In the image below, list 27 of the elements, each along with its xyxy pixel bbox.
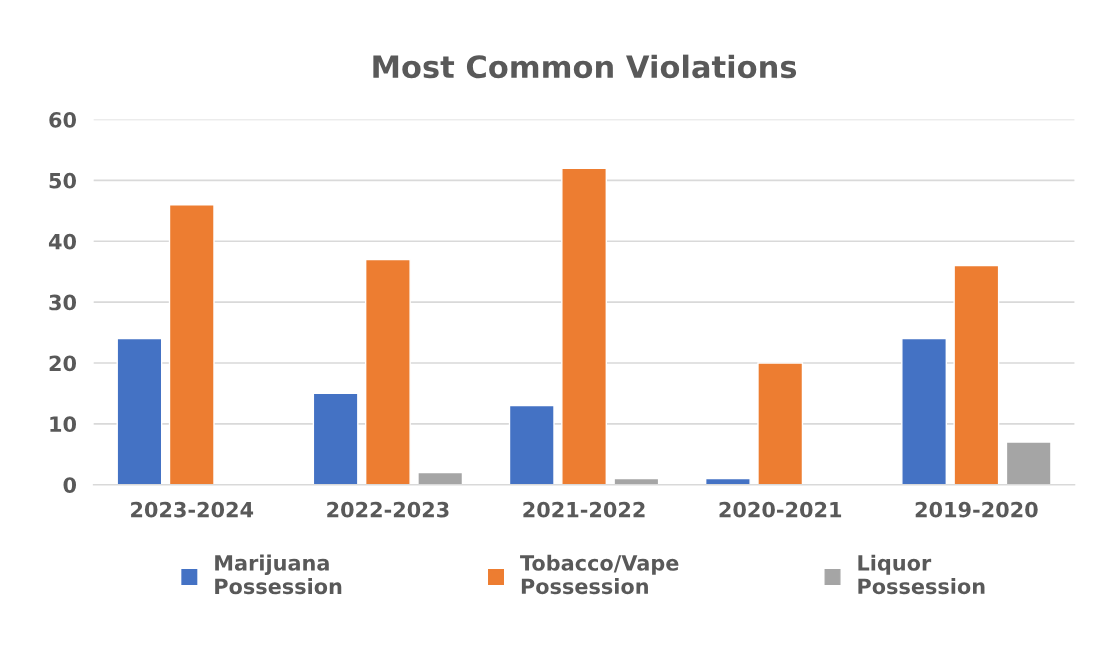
- legend-label: Marijuana Possession: [215, 554, 342, 595]
- bar: [116, 337, 163, 485]
- bar: [901, 337, 947, 485]
- y-tick-label: 60: [49, 111, 77, 128]
- bar: [757, 362, 804, 485]
- bar: [168, 204, 215, 485]
- chart-title: Most Common Violations: [373, 54, 797, 79]
- legend-label: Liquor Possession: [858, 554, 985, 595]
- y-tick-label: 50: [49, 172, 77, 189]
- x-tick-label: 2020-2021: [719, 501, 842, 518]
- bar: [417, 471, 464, 485]
- bar: [953, 264, 1000, 485]
- y-tick-label: 20: [49, 355, 77, 372]
- x-tick-label: 2021-2022: [523, 501, 645, 518]
- bar: [508, 404, 555, 485]
- legend-label: Tobacco/Vape Possession: [520, 554, 679, 595]
- x-tick-label: 2023-2024: [131, 501, 254, 518]
- x-tick-label: 2022-2023: [327, 501, 449, 518]
- x-tick-label: 2019-2020: [915, 501, 1038, 518]
- y-tick-label: 40: [48, 233, 77, 250]
- bar: [364, 258, 411, 485]
- y-tick-label: 0: [63, 477, 77, 493]
- y-tick-label: 30: [49, 294, 77, 311]
- bar: [312, 392, 359, 485]
- bar: [1005, 441, 1052, 485]
- y-tick-label: 10: [50, 416, 77, 433]
- bar: [561, 167, 607, 485]
